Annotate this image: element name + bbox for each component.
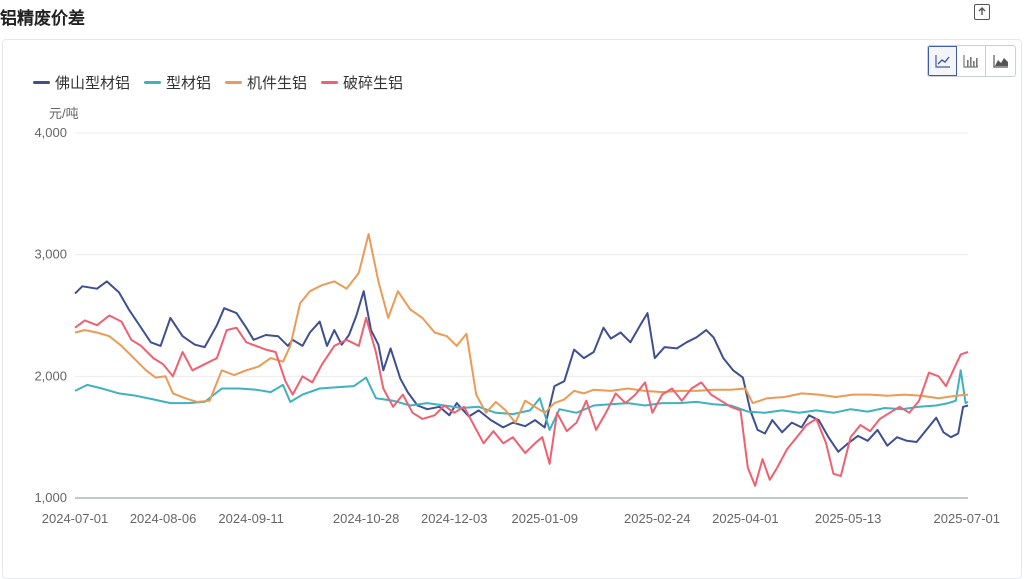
legend-label: 破碎生铝 — [343, 75, 404, 92]
legend-label: 机件生铝 — [247, 75, 308, 92]
legend-item-foshan[interactable]: 佛山型材铝 — [33, 72, 130, 93]
x-tick-label: 2025-05-13 — [815, 511, 882, 526]
chart-legend: 佛山型材铝 型材铝 机件生铝 破碎生铝 — [33, 72, 403, 93]
x-tick-label: 2024-07-01 — [42, 511, 109, 526]
legend-swatch — [33, 81, 50, 84]
legend-label: 佛山型材铝 — [55, 75, 131, 92]
series-line-1 — [74, 369, 969, 431]
y-tick-label: 1,000 — [34, 490, 67, 505]
legend-item-machine[interactable]: 机件生铝 — [225, 72, 307, 93]
series-line-2 — [74, 233, 969, 424]
area-chart-button[interactable] — [986, 46, 1015, 76]
bar-chart-button[interactable] — [957, 46, 986, 76]
x-tick-label: 2025-02-24 — [624, 511, 691, 526]
export-icon[interactable] — [974, 4, 990, 20]
legend-item-profile[interactable]: 型材铝 — [144, 72, 211, 93]
y-tick-label: 3,000 — [34, 247, 67, 262]
legend-item-broken[interactable]: 破碎生铝 — [321, 72, 403, 93]
legend-swatch — [321, 81, 339, 84]
y-axis-unit: 元/吨 — [49, 106, 79, 121]
area-chart-icon — [992, 55, 1008, 68]
line-chart-button[interactable] — [928, 46, 957, 76]
legend-swatch — [144, 81, 162, 84]
y-tick-label: 2,000 — [34, 368, 67, 383]
x-tick-label: 2024-10-28 — [333, 511, 400, 526]
page-title: 铝精废价差 — [0, 9, 85, 28]
legend-label: 型材铝 — [166, 75, 212, 92]
bar-chart-icon — [963, 55, 978, 68]
x-tick-label: 2025-07-01 — [934, 511, 1001, 526]
chart-card — [2, 39, 1022, 579]
series-line-0 — [74, 280, 969, 453]
chart-type-toggle — [927, 45, 1016, 77]
x-tick-label: 2025-01-09 — [511, 511, 578, 526]
x-tick-label: 2025-04-01 — [712, 511, 779, 526]
arrow-up-icon — [978, 7, 986, 15]
x-tick-label: 2024-08-06 — [130, 511, 197, 526]
x-tick-label: 2024-12-03 — [421, 511, 488, 526]
y-tick-label: 4,000 — [34, 125, 67, 140]
line-chart-icon — [934, 55, 950, 68]
legend-swatch — [225, 81, 243, 84]
series-line-3 — [74, 314, 969, 487]
x-tick-label: 2024-09-11 — [218, 511, 284, 526]
